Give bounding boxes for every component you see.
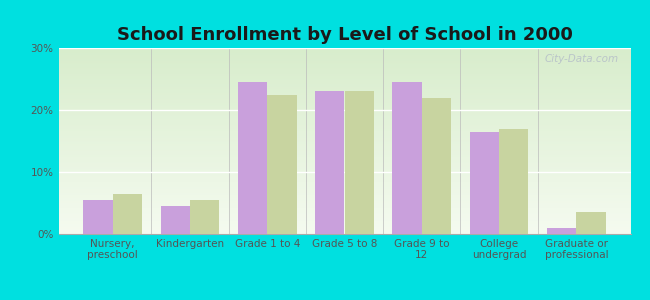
Bar	[577, 212, 606, 234]
Title: School Enrollment by Level of School in 2000: School Enrollment by Level of School in …	[116, 26, 573, 44]
Bar	[393, 82, 422, 234]
Bar	[112, 194, 142, 234]
Bar	[547, 228, 577, 234]
Bar	[190, 200, 219, 234]
Bar	[422, 98, 451, 234]
Bar	[344, 92, 374, 234]
Bar	[470, 132, 499, 234]
Bar	[499, 129, 528, 234]
Bar	[161, 206, 190, 234]
Bar	[238, 82, 267, 234]
Bar	[83, 200, 112, 234]
Bar	[267, 94, 296, 234]
Text: City-Data.com: City-Data.com	[545, 54, 619, 64]
Bar	[315, 92, 344, 234]
Legend: Edisto-Shaws, SC, South Carolina: Edisto-Shaws, SC, South Carolina	[206, 296, 483, 300]
